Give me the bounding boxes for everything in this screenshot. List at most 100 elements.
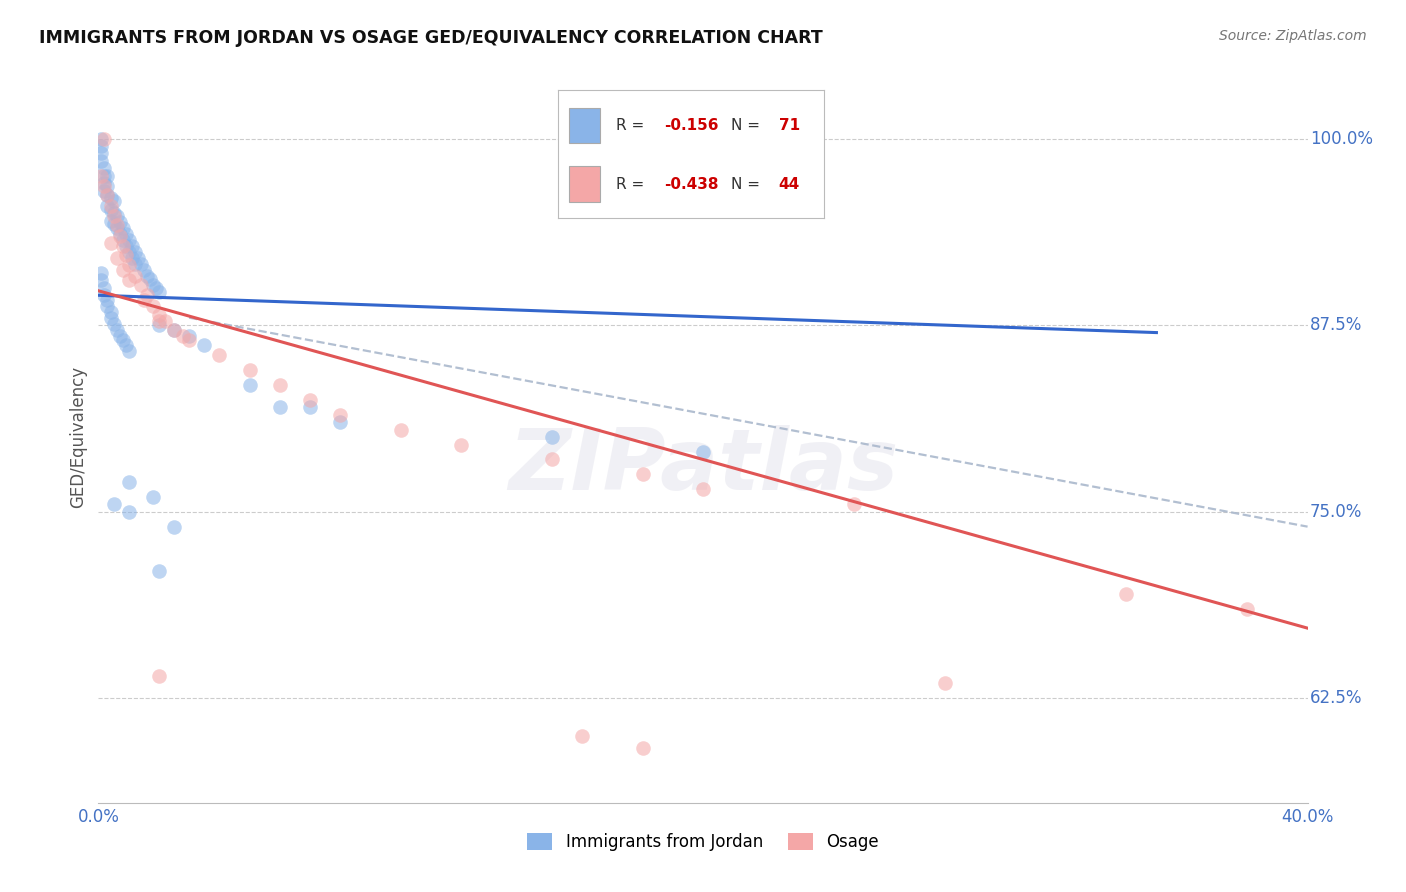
Point <box>135 288 157 302</box>
Point <box>100 213 122 227</box>
Point <box>105 221 128 235</box>
Point <box>111 221 134 235</box>
Point <box>111 233 134 247</box>
Point <box>100 191 122 205</box>
Point <box>90 139 112 153</box>
Point <box>121 239 143 253</box>
Point <box>329 415 352 429</box>
Point <box>96 299 118 313</box>
Point <box>934 676 956 690</box>
Point <box>163 323 186 337</box>
Point <box>93 131 115 145</box>
Point <box>108 228 131 243</box>
Point <box>142 277 165 292</box>
Point <box>118 505 141 519</box>
Point <box>172 328 194 343</box>
Point <box>103 194 125 209</box>
Point <box>148 669 170 683</box>
Point <box>1115 587 1137 601</box>
Point <box>90 266 112 280</box>
Point <box>108 328 131 343</box>
Point <box>148 565 170 579</box>
Point <box>540 430 562 444</box>
Point <box>139 272 162 286</box>
Point <box>148 318 170 332</box>
Point <box>124 257 146 271</box>
Point <box>100 199 122 213</box>
Point <box>90 273 112 287</box>
Point <box>148 308 170 322</box>
Point <box>127 251 149 265</box>
Point <box>118 259 141 273</box>
Point <box>179 333 201 347</box>
Point <box>844 497 866 511</box>
Point <box>93 281 115 295</box>
Point <box>179 328 201 343</box>
Point <box>121 251 143 265</box>
Point <box>148 313 170 327</box>
Point <box>96 188 118 202</box>
Point <box>142 490 165 504</box>
Point <box>93 179 115 194</box>
Point <box>239 377 262 392</box>
Point <box>329 408 352 422</box>
Point <box>540 452 562 467</box>
Point <box>118 244 141 259</box>
Point <box>103 206 125 220</box>
Point <box>299 392 322 407</box>
Point <box>269 377 291 392</box>
Point <box>193 337 215 351</box>
Text: 75.0%: 75.0% <box>1310 503 1362 521</box>
Point <box>108 215 131 229</box>
Point <box>153 313 176 327</box>
Text: ZIPatlas: ZIPatlas <box>508 425 898 508</box>
Point <box>631 467 654 482</box>
Text: 100.0%: 100.0% <box>1310 129 1374 147</box>
Point <box>692 445 714 459</box>
Point <box>135 268 157 283</box>
Point <box>105 218 128 232</box>
Point <box>90 146 112 161</box>
Point <box>96 169 118 183</box>
Point <box>208 348 231 362</box>
Point <box>96 199 118 213</box>
Point <box>124 268 146 283</box>
Point <box>93 161 115 176</box>
Point <box>1236 601 1258 615</box>
Point <box>105 209 128 223</box>
Point <box>571 729 593 743</box>
Point <box>163 323 186 337</box>
Point <box>96 179 118 194</box>
Point <box>105 323 128 337</box>
Y-axis label: GED/Equivalency: GED/Equivalency <box>69 366 87 508</box>
Legend: Immigrants from Jordan, Osage: Immigrants from Jordan, Osage <box>520 826 886 858</box>
Point <box>114 337 136 351</box>
Point <box>103 209 125 223</box>
Point <box>100 203 122 218</box>
Point <box>90 131 112 145</box>
Point <box>132 263 155 277</box>
Point <box>389 423 412 437</box>
Point <box>103 317 125 331</box>
Point <box>90 153 112 168</box>
Point <box>118 233 141 247</box>
Point <box>100 310 122 325</box>
Point <box>129 257 152 271</box>
Point <box>111 333 134 347</box>
Point <box>114 227 136 241</box>
Text: 62.5%: 62.5% <box>1310 690 1362 707</box>
Text: 87.5%: 87.5% <box>1310 316 1362 334</box>
Point <box>108 227 131 241</box>
Point <box>142 299 165 313</box>
Point <box>163 519 186 533</box>
Point <box>93 177 115 191</box>
Point <box>103 497 125 511</box>
Point <box>114 239 136 253</box>
Point <box>269 401 291 415</box>
Point <box>129 277 152 292</box>
Point <box>118 343 141 358</box>
Point <box>96 293 118 307</box>
Point <box>299 401 322 415</box>
Point <box>239 363 262 377</box>
Point <box>692 483 714 497</box>
